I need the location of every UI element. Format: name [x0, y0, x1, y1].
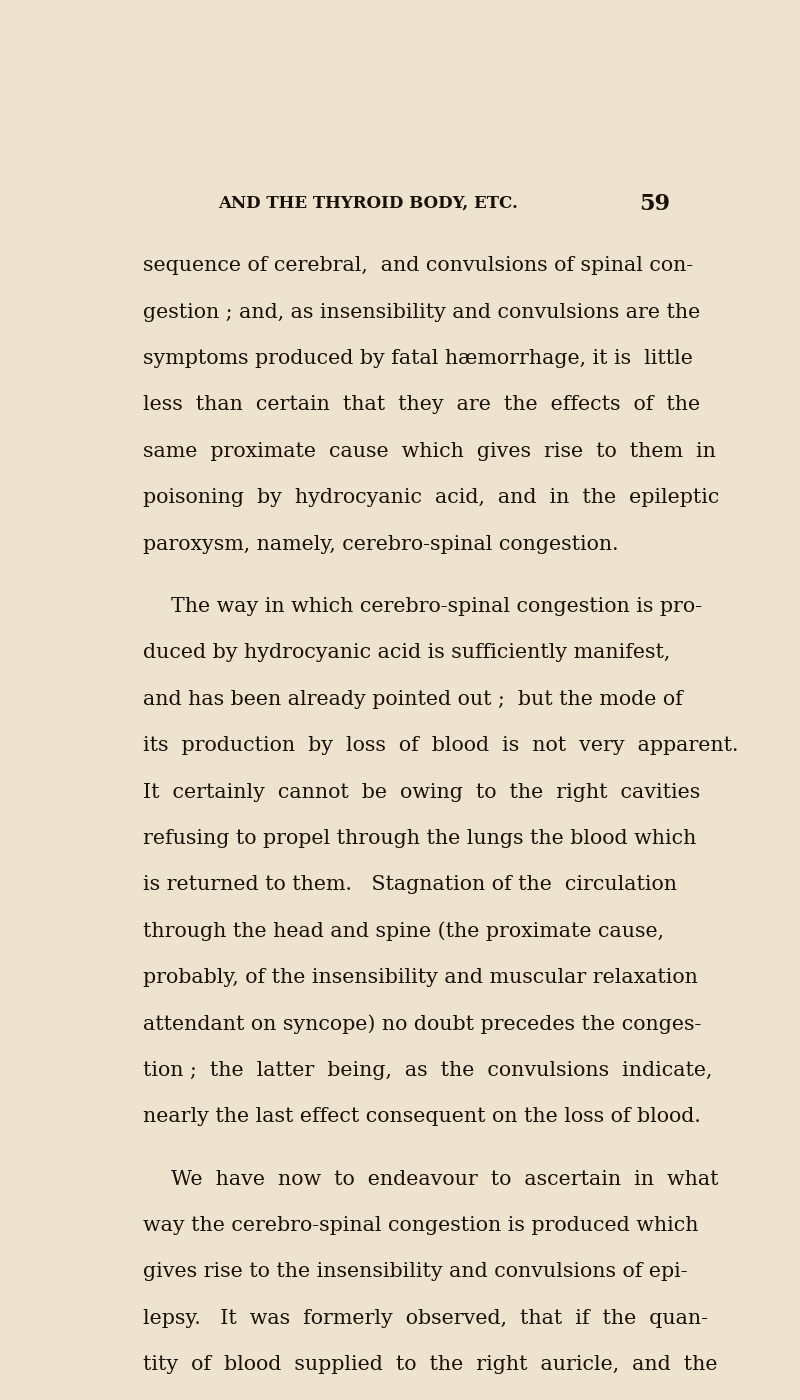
Text: gives rise to the insensibility and convulsions of epi-: gives rise to the insensibility and conv… [143, 1263, 688, 1281]
Text: The way in which cerebro-spinal congestion is pro-: The way in which cerebro-spinal congesti… [171, 596, 702, 616]
Text: It  certainly  cannot  be  owing  to  the  right  cavities: It certainly cannot be owing to the righ… [143, 783, 701, 802]
Text: and has been already pointed out ;  but the mode of: and has been already pointed out ; but t… [143, 690, 683, 708]
Text: its  production  by  loss  of  blood  is  not  very  apparent.: its production by loss of blood is not v… [143, 736, 738, 755]
Text: nearly the last effect consequent on the loss of blood.: nearly the last effect consequent on the… [143, 1107, 701, 1126]
Text: paroxysm, namely, cerebro-spinal congestion.: paroxysm, namely, cerebro-spinal congest… [143, 535, 619, 553]
Text: duced by hydrocyanic acid is sufficiently manifest,: duced by hydrocyanic acid is sufficientl… [143, 644, 670, 662]
Text: AND THE THYROID BODY, ETC.: AND THE THYROID BODY, ETC. [218, 195, 518, 211]
Text: probably, of the insensibility and muscular relaxation: probably, of the insensibility and muscu… [143, 967, 698, 987]
Text: way the cerebro-spinal congestion is produced which: way the cerebro-spinal congestion is pro… [143, 1217, 699, 1235]
Text: tity  of  blood  supplied  to  the  right  auricle,  and  the: tity of blood supplied to the right auri… [143, 1355, 718, 1373]
Text: We  have  now  to  endeavour  to  ascertain  in  what: We have now to endeavour to ascertain in… [171, 1169, 718, 1189]
Text: same  proximate  cause  which  gives  rise  to  them  in: same proximate cause which gives rise to… [143, 442, 716, 461]
Text: lepsy.   It  was  formerly  observed,  that  if  the  quan-: lepsy. It was formerly observed, that if… [143, 1309, 709, 1327]
Text: poisoning  by  hydrocyanic  acid,  and  in  the  epileptic: poisoning by hydrocyanic acid, and in th… [143, 489, 720, 507]
Text: 59: 59 [639, 193, 670, 214]
Text: sequence of cerebral,  and convulsions of spinal con-: sequence of cerebral, and convulsions of… [143, 256, 694, 276]
Text: through the head and spine (the proximate cause,: through the head and spine (the proximat… [143, 921, 664, 941]
Text: symptoms produced by fatal hæmorrhage, it is  little: symptoms produced by fatal hæmorrhage, i… [143, 349, 694, 368]
Text: attendant on syncope) no doubt precedes the conges-: attendant on syncope) no doubt precedes … [143, 1014, 702, 1035]
Text: gestion ; and, as insensibility and convulsions are the: gestion ; and, as insensibility and conv… [143, 302, 701, 322]
Text: less  than  certain  that  they  are  the  effects  of  the: less than certain that they are the effe… [143, 395, 701, 414]
Text: tion ;  the  latter  being,  as  the  convulsions  indicate,: tion ; the latter being, as the convulsi… [143, 1061, 713, 1079]
Text: refusing to propel through the lungs the blood which: refusing to propel through the lungs the… [143, 829, 697, 848]
Text: is returned to them.   Stagnation of the  circulation: is returned to them. Stagnation of the c… [143, 875, 678, 895]
